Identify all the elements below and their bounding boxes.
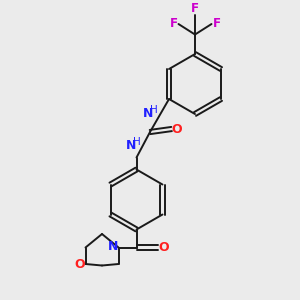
Text: F: F — [213, 16, 220, 30]
Text: F: F — [191, 2, 199, 15]
Text: O: O — [74, 258, 85, 271]
Text: N: N — [125, 139, 136, 152]
Text: H: H — [133, 137, 140, 147]
Text: F: F — [169, 16, 177, 30]
Text: N: N — [108, 240, 118, 254]
Text: N: N — [143, 106, 153, 120]
Text: H: H — [150, 104, 158, 115]
Text: O: O — [158, 241, 169, 254]
Text: O: O — [172, 122, 182, 136]
